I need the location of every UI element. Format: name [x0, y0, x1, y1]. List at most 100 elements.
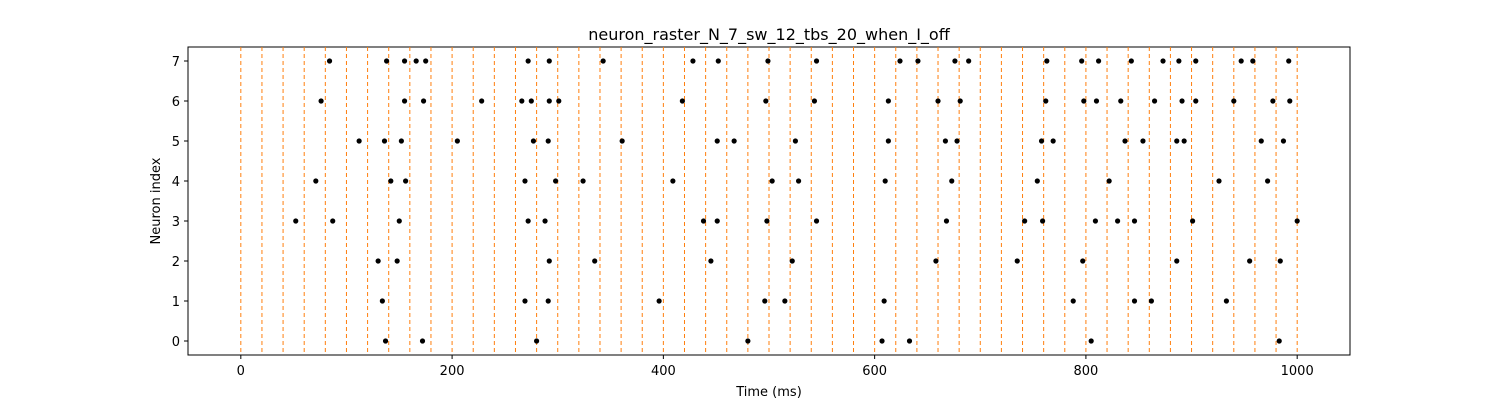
- y-tick-label: 3: [172, 215, 180, 230]
- spike-marker: [1093, 98, 1100, 104]
- spike-marker: [1050, 138, 1056, 144]
- spike-marker: [1131, 218, 1138, 224]
- spike-marker: [330, 218, 336, 224]
- spike-marker: [813, 58, 820, 64]
- spike-marker: [1258, 138, 1264, 144]
- spike-marker: [454, 138, 460, 144]
- spike-marker: [1088, 338, 1094, 344]
- spike-marker: [1176, 58, 1182, 64]
- spike-marker: [1039, 218, 1046, 224]
- y-axis-label: Neuron index: [149, 157, 164, 244]
- spike-marker: [375, 258, 381, 264]
- spike-marker: [769, 178, 775, 184]
- spike-marker: [546, 58, 552, 64]
- spike-marker: [1265, 178, 1271, 184]
- spike-marker: [731, 138, 737, 144]
- spike-marker: [545, 138, 551, 144]
- spike-marker: [715, 58, 721, 64]
- x-tick-label: 0: [237, 364, 245, 379]
- spike-marker: [356, 138, 362, 144]
- spike-marker: [318, 98, 324, 104]
- spike-marker: [795, 178, 802, 184]
- spike-marker: [1250, 58, 1256, 64]
- spike-marker: [1106, 178, 1112, 184]
- spike-marker: [708, 258, 714, 264]
- spike-marker: [1022, 218, 1028, 224]
- x-tick-label: 200: [440, 364, 465, 379]
- spike-marker: [556, 98, 562, 104]
- spike-marker: [382, 338, 389, 344]
- y-tick-label: 2: [172, 255, 180, 270]
- x-axis-label: Time (ms): [735, 385, 802, 400]
- spike-marker: [580, 178, 586, 184]
- spike-marker: [600, 58, 606, 64]
- spike-marker: [782, 298, 788, 304]
- spike-marker: [906, 338, 913, 344]
- spike-marker: [813, 218, 820, 224]
- spike-marker: [1190, 218, 1196, 224]
- y-axis-ticks: 0 1 2 3 4 5 6 7: [172, 55, 188, 350]
- spike-marker: [1115, 218, 1121, 224]
- spike-marker: [522, 178, 528, 184]
- spike-marker: [656, 298, 662, 304]
- spike-marker: [762, 298, 768, 304]
- spike-marker: [949, 178, 955, 184]
- spike-marker: [1044, 58, 1050, 64]
- spike-marker: [1095, 58, 1102, 64]
- spike-marker: [1223, 298, 1230, 304]
- spike-marker: [1181, 138, 1187, 144]
- spike-marker: [792, 138, 799, 144]
- spike-marker: [885, 98, 891, 104]
- spike-marker: [1140, 138, 1146, 144]
- spike-marker: [542, 218, 548, 224]
- spike-marker: [690, 58, 696, 64]
- spike-marker: [952, 58, 958, 64]
- spike-marker: [1276, 338, 1282, 344]
- spike-marker: [1193, 98, 1199, 104]
- spike-marker: [383, 58, 390, 64]
- x-tick-label: 600: [862, 364, 887, 379]
- spike-marker: [1034, 178, 1040, 184]
- spike-marker: [1216, 178, 1222, 184]
- spike-marker: [592, 258, 598, 264]
- spike-marker: [546, 258, 552, 264]
- spike-marker: [700, 218, 707, 224]
- spike-markers: [293, 58, 1300, 344]
- spike-marker: [525, 58, 531, 64]
- spike-marker: [420, 98, 427, 104]
- spike-marker: [388, 178, 394, 184]
- spike-marker: [534, 338, 540, 344]
- spike-marker: [957, 98, 963, 104]
- spike-marker: [670, 178, 676, 184]
- y-tick-label: 0: [172, 335, 180, 350]
- spike-marker: [1174, 258, 1180, 264]
- spike-marker: [1079, 58, 1085, 64]
- spike-marker: [394, 258, 400, 264]
- spike-marker: [401, 98, 408, 104]
- spike-marker: [1231, 98, 1237, 104]
- spike-marker: [293, 218, 299, 224]
- spike-marker: [379, 298, 385, 304]
- spike-marker: [413, 58, 419, 64]
- spike-marker: [933, 258, 939, 264]
- time-bin-lines: [240, 47, 1298, 355]
- spike-marker: [1270, 98, 1276, 104]
- spike-marker: [528, 98, 534, 104]
- spike-marker: [1174, 138, 1180, 144]
- spike-marker: [313, 178, 319, 184]
- spike-marker: [1277, 258, 1283, 264]
- spike-marker: [954, 138, 960, 144]
- y-tick-label: 4: [172, 175, 180, 190]
- spike-marker: [525, 218, 531, 224]
- spike-marker: [1294, 218, 1300, 224]
- spike-marker: [1247, 258, 1253, 264]
- x-tick-label: 800: [1073, 364, 1098, 379]
- spike-marker: [553, 178, 559, 184]
- spike-marker: [745, 338, 751, 344]
- spike-marker: [381, 138, 388, 144]
- spike-marker: [765, 58, 771, 64]
- spike-marker: [1092, 218, 1099, 224]
- spike-marker: [1148, 298, 1155, 304]
